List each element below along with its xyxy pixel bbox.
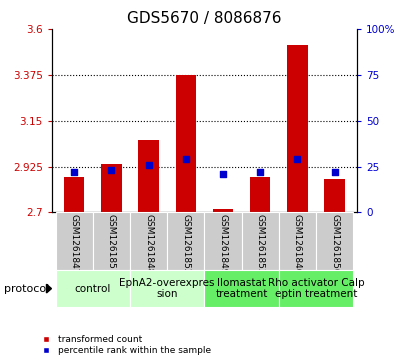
Text: Ilomastat
treatment: Ilomastat treatment: [215, 278, 268, 299]
Text: control: control: [75, 284, 111, 294]
Bar: [325, 179, 345, 212]
Bar: [250, 177, 271, 212]
Text: GSM1261851: GSM1261851: [107, 214, 116, 275]
Point: [183, 156, 189, 162]
Bar: [167, 212, 204, 270]
Text: protocol: protocol: [4, 284, 49, 294]
Bar: [56, 270, 130, 307]
Bar: [279, 212, 316, 270]
Point: [294, 156, 301, 162]
Point: [220, 171, 226, 177]
Text: GSM1261847: GSM1261847: [70, 214, 79, 274]
Point: [145, 162, 152, 168]
Point: [71, 169, 78, 175]
Bar: [287, 45, 308, 212]
Text: EphA2-overexpres
sion: EphA2-overexpres sion: [120, 278, 215, 299]
Bar: [213, 209, 233, 212]
Bar: [101, 164, 122, 212]
Point: [108, 167, 115, 173]
Bar: [242, 212, 279, 270]
Point: [331, 169, 338, 175]
Point: [257, 169, 264, 175]
Bar: [93, 212, 130, 270]
Legend: transformed count, percentile rank within the sample: transformed count, percentile rank withi…: [34, 331, 215, 359]
Bar: [205, 212, 242, 270]
Bar: [130, 270, 204, 307]
Text: GSM1261849: GSM1261849: [218, 214, 227, 274]
Polygon shape: [46, 284, 51, 293]
Bar: [316, 212, 353, 270]
Text: Rho activator Calp
eptin treatment: Rho activator Calp eptin treatment: [268, 278, 364, 299]
Bar: [138, 140, 159, 212]
Text: GSM1261848: GSM1261848: [144, 214, 153, 274]
Text: GSM1261853: GSM1261853: [256, 214, 265, 275]
Text: GSM1261850: GSM1261850: [330, 214, 339, 275]
Text: GSM1261852: GSM1261852: [181, 214, 190, 274]
Bar: [205, 270, 279, 307]
Bar: [64, 177, 84, 212]
Bar: [130, 212, 167, 270]
Title: GDS5670 / 8086876: GDS5670 / 8086876: [127, 12, 282, 26]
Bar: [279, 270, 353, 307]
Text: GSM1261846: GSM1261846: [293, 214, 302, 274]
Bar: [56, 212, 93, 270]
Bar: [176, 75, 196, 212]
